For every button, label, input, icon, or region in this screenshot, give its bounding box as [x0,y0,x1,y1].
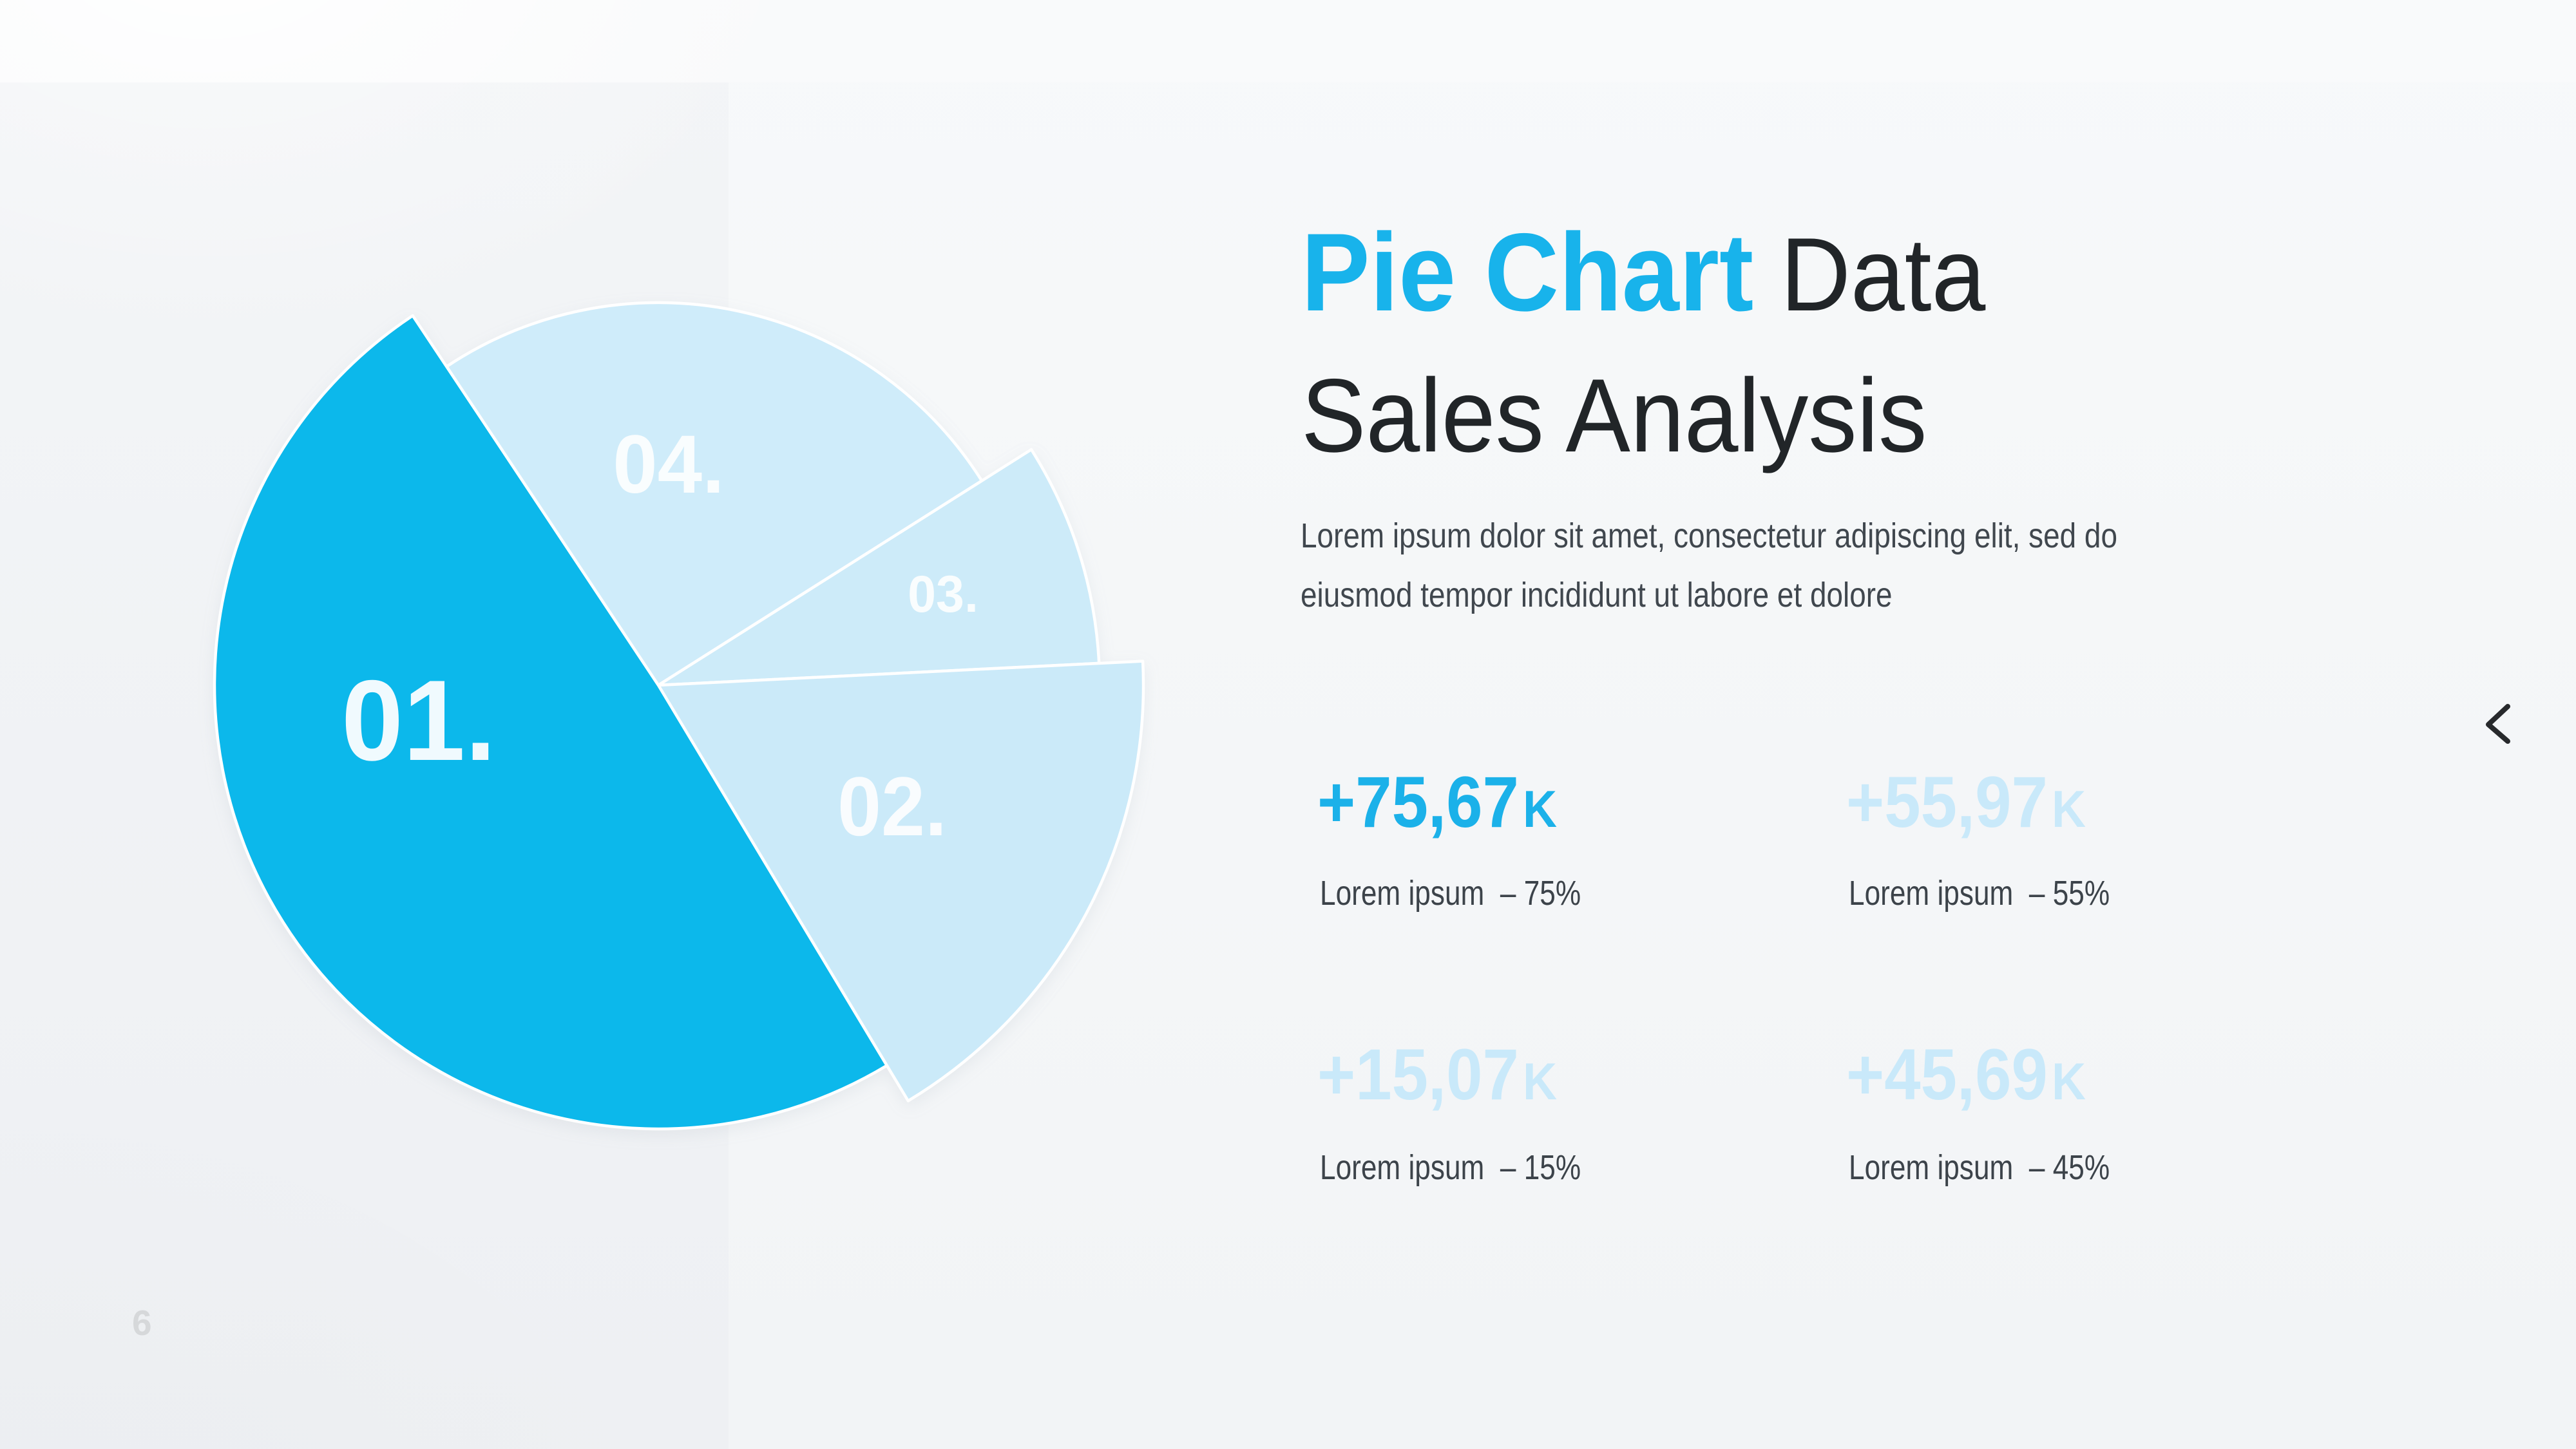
svg-text:02.: 02. [837,760,947,853]
svg-text:03.: 03. [908,565,978,623]
svg-text:04.: 04. [613,419,724,511]
svg-text:01.: 01. [341,657,496,785]
